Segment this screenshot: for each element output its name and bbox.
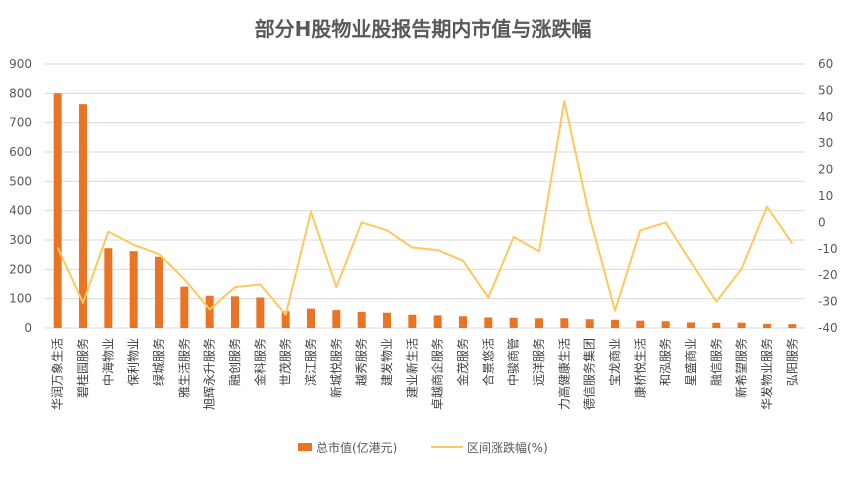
left-tick-label: 100 xyxy=(9,292,32,306)
bar xyxy=(155,256,163,328)
left-tick-label: 200 xyxy=(9,262,32,276)
bar xyxy=(104,248,113,328)
right-axis-ticks: -40 -30 -20 -10 0 10 20 30 40 50 60 xyxy=(818,57,838,335)
bar xyxy=(383,312,391,328)
right-tick-label: 10 xyxy=(818,189,833,203)
legend: 总市值(亿港元) 区间涨跌幅(%) xyxy=(298,440,548,455)
category-label: 宝龙商业 xyxy=(607,338,622,386)
right-tick-label: -20 xyxy=(818,268,838,282)
category-label: 融创服务 xyxy=(227,338,242,386)
right-tick-label: 0 xyxy=(818,215,826,229)
category-label: 金茂服务 xyxy=(455,338,470,386)
left-tick-label: 900 xyxy=(9,57,32,71)
bar xyxy=(281,311,290,328)
left-tick-label: 700 xyxy=(9,116,32,130)
bar xyxy=(231,296,239,328)
bar xyxy=(712,322,721,328)
category-label: 远洋服务 xyxy=(531,338,546,386)
category-label: 新城悦服务 xyxy=(328,338,343,398)
bar xyxy=(205,295,214,328)
bar xyxy=(332,310,341,328)
category-label: 旭辉永升服务 xyxy=(202,338,217,410)
right-tick-label: -40 xyxy=(818,321,838,335)
category-label: 合景悠活 xyxy=(480,338,495,386)
bar xyxy=(433,315,442,328)
bar xyxy=(79,104,87,328)
line-series-path xyxy=(56,100,794,316)
left-axis-ticks: 0 100 200 300 400 500 600 700 800 900 xyxy=(9,57,32,335)
category-label: 华润万象生活 xyxy=(51,338,65,410)
bar xyxy=(53,93,62,328)
left-tick-label: 400 xyxy=(9,204,32,218)
right-tick-label: 60 xyxy=(818,57,833,71)
bar-series xyxy=(53,93,797,328)
bar xyxy=(484,317,493,328)
right-tick-label: 30 xyxy=(818,136,833,150)
bar xyxy=(585,319,594,328)
bar xyxy=(788,324,797,328)
right-tick-label: -10 xyxy=(818,242,838,256)
category-label: 建业新生活 xyxy=(404,338,419,398)
bar xyxy=(459,316,467,328)
right-tick-label: 50 xyxy=(818,83,833,97)
bar xyxy=(687,322,695,328)
category-label: 保利物业 xyxy=(127,338,141,386)
category-label: 华发物业服务 xyxy=(759,338,774,410)
category-label: 中骏商管 xyxy=(506,338,521,386)
category-labels: 华润万象生活 碧桂园服务 中海物业 保利物业 绿城服务 雅生活服务 旭辉永升服务 融创服务 金科… xyxy=(51,338,800,410)
category-label: 德信服务集团 xyxy=(582,338,597,410)
legend-label-bar: 总市值(亿港元) xyxy=(316,440,397,455)
left-tick-label: 800 xyxy=(9,86,32,100)
left-tick-label: 500 xyxy=(9,174,32,188)
legend-label-line: 区间涨跌幅(%) xyxy=(467,440,548,455)
right-tick-label: 20 xyxy=(818,163,833,177)
bar xyxy=(763,323,771,328)
bar xyxy=(307,308,315,328)
category-label: 建发物业 xyxy=(379,338,394,386)
category-label: 金科服务 xyxy=(252,338,267,386)
left-tick-label: 0 xyxy=(24,321,32,335)
bar xyxy=(509,317,518,328)
category-label: 绿城服务 xyxy=(151,338,166,386)
left-tick-label: 600 xyxy=(9,145,32,159)
category-label: 滨江服务 xyxy=(303,338,318,386)
bar xyxy=(636,320,645,328)
right-tick-label: -30 xyxy=(818,295,838,309)
category-label: 融信服务 xyxy=(708,338,723,386)
bar xyxy=(256,297,265,328)
right-tick-label: 40 xyxy=(818,110,833,124)
gridlines xyxy=(45,63,805,329)
category-label: 卓越商企服务 xyxy=(430,338,445,410)
bar xyxy=(661,321,670,328)
bar xyxy=(737,322,746,328)
category-label: 越秀服务 xyxy=(354,338,369,386)
bar xyxy=(535,318,543,328)
category-label: 康桥悦生活 xyxy=(632,338,647,398)
category-label: 中海物业 xyxy=(100,338,115,386)
line-series xyxy=(56,100,794,316)
category-label: 雅生活服务 xyxy=(176,338,191,398)
bar xyxy=(129,251,138,328)
bar xyxy=(180,286,189,328)
bar xyxy=(560,318,569,328)
category-label: 弘阳服务 xyxy=(784,338,799,386)
bar xyxy=(357,311,366,328)
category-label: 世茂服务 xyxy=(278,338,293,386)
bar xyxy=(408,314,417,328)
chart-title: 部分H股物业股报告期内市值与涨跌幅 xyxy=(255,17,592,41)
legend-swatch-bar xyxy=(298,443,312,451)
left-tick-label: 300 xyxy=(9,233,32,247)
bar xyxy=(611,319,619,328)
category-label: 星盛商业 xyxy=(683,338,698,386)
category-label: 力高健康生活 xyxy=(556,338,571,410)
category-label: 和泓服务 xyxy=(658,338,673,386)
category-label: 碧桂园服务 xyxy=(75,338,90,398)
category-label: 新希望服务 xyxy=(734,338,749,398)
